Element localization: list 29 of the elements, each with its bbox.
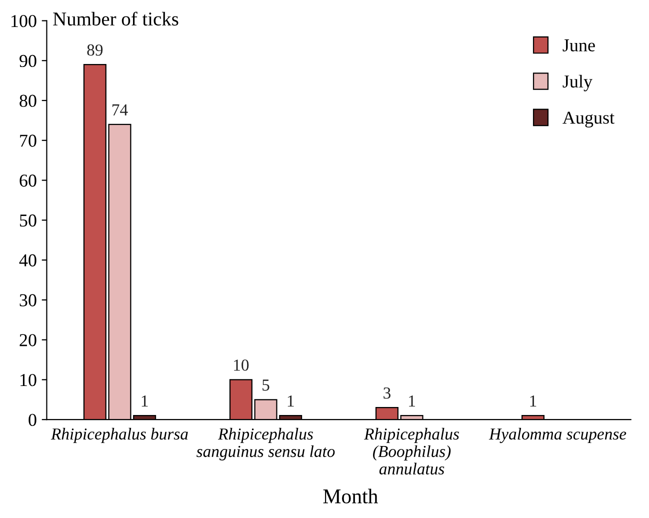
y-tick-label: 100 (12, 14, 36, 28)
y-tick-label: 70 (20, 134, 36, 147)
x-axis-title: Month (323, 488, 378, 504)
data-label: 3 (384, 387, 390, 399)
data-label: 1 (288, 395, 294, 406)
x-tick-label: Rhipicephalus (Boophilus) annulatus (364, 428, 459, 475)
y-tick-label: 30 (20, 294, 36, 306)
x-tick-label: Rhipicephalus sanguinus sensu lato (196, 428, 335, 460)
legend-label: August (562, 112, 614, 128)
y-tick-label: 0 (28, 414, 36, 426)
y-tick-label: 40 (19, 254, 36, 266)
y-tick-label: 90 (20, 54, 36, 68)
x-tick-label: Rhipicephalus bursa (50, 428, 188, 444)
data-label: 5 (262, 380, 270, 391)
y-tick-label: 20 (20, 334, 36, 346)
y-tick-label: 80 (20, 94, 36, 107)
data-label: 1 (409, 395, 415, 406)
y-tick-label: 10 (20, 374, 36, 386)
data-label: 10 (234, 360, 249, 371)
x-tick-label: Hyalomma scupense (488, 428, 626, 444)
data-label: 1 (142, 395, 148, 406)
y-tick-label: 50 (20, 214, 36, 227)
legend-label: July (562, 74, 592, 92)
data-label: 1 (530, 395, 536, 406)
y-tick-label: 60 (20, 174, 36, 187)
y-axis-title: Number of ticks (53, 12, 178, 26)
data-label: 89 (87, 44, 103, 56)
data-label: 74 (112, 104, 128, 116)
legend-label: June (562, 39, 595, 52)
